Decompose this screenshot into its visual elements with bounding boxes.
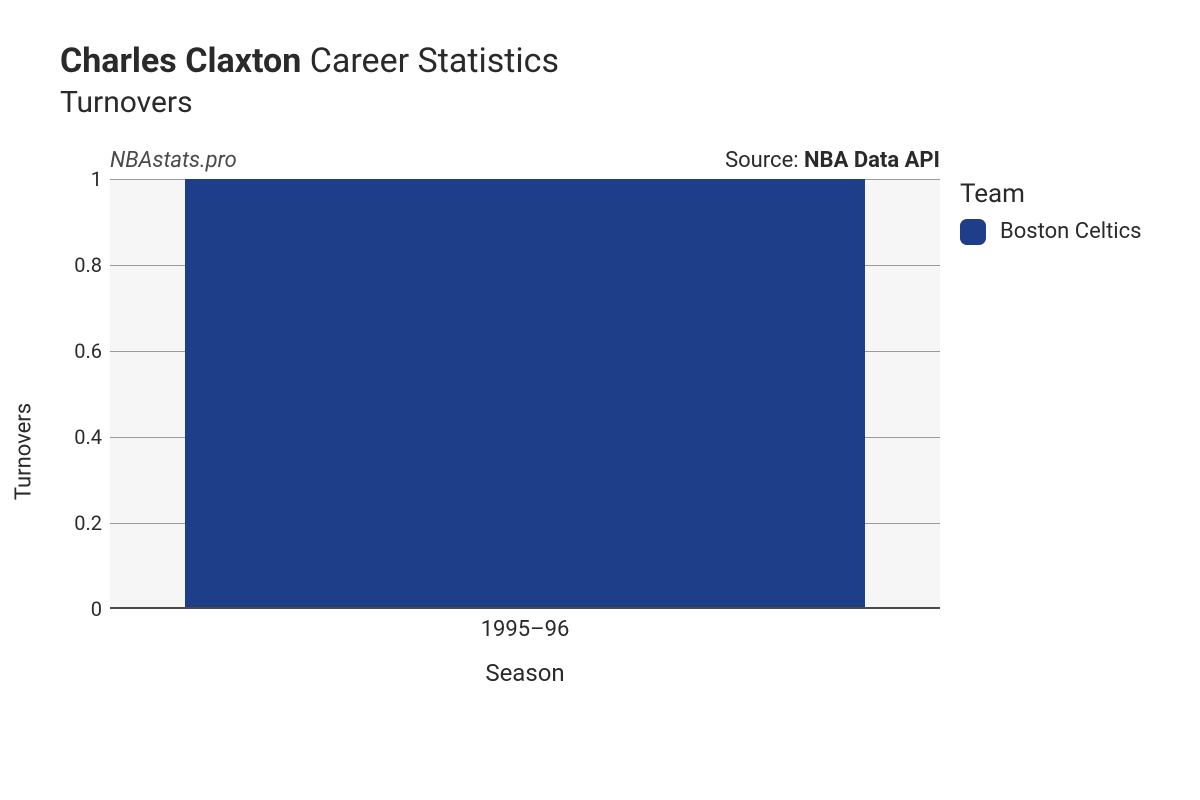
title-suffix: Career Statistics: [310, 41, 559, 81]
legend-swatch: [960, 219, 986, 245]
watermark: NBAstats.pro: [110, 148, 237, 173]
plot-area: [110, 179, 940, 609]
y-tick-label: 0.2: [60, 511, 102, 535]
x-tick-label: 1995–96: [481, 617, 570, 642]
chart-container: Charles Claxton Career Statistics Turnov…: [0, 0, 1200, 800]
legend: Team Boston Celtics: [960, 179, 1142, 245]
y-tick-label: 0: [60, 597, 102, 621]
x-axis-label: Season: [485, 659, 564, 687]
y-tick-label: 0.6: [60, 339, 102, 363]
source-attribution: Source: NBA Data API: [725, 148, 940, 173]
bar: [185, 179, 866, 607]
y-tick-label: 0.8: [60, 253, 102, 277]
chart-subtitle: Turnovers: [60, 85, 1160, 120]
y-axis-label: Turnovers: [12, 402, 37, 499]
legend-label: Boston Celtics: [1000, 219, 1142, 244]
chart-title: Charles Claxton Career Statistics: [60, 40, 1160, 83]
chart-area: Turnovers Season Team Boston Celtics 00.…: [60, 179, 1160, 699]
source-prefix: Source:: [725, 148, 804, 173]
y-tick-label: 1: [60, 167, 102, 191]
meta-row: NBAstats.pro Source: NBA Data API: [110, 148, 940, 173]
y-tick-label: 0.4: [60, 425, 102, 449]
title-player-name: Charles Claxton: [60, 41, 301, 81]
x-axis-line: [110, 607, 940, 609]
legend-item: Boston Celtics: [960, 219, 1142, 245]
source-name: NBA Data API: [804, 148, 940, 173]
legend-title: Team: [960, 179, 1142, 209]
